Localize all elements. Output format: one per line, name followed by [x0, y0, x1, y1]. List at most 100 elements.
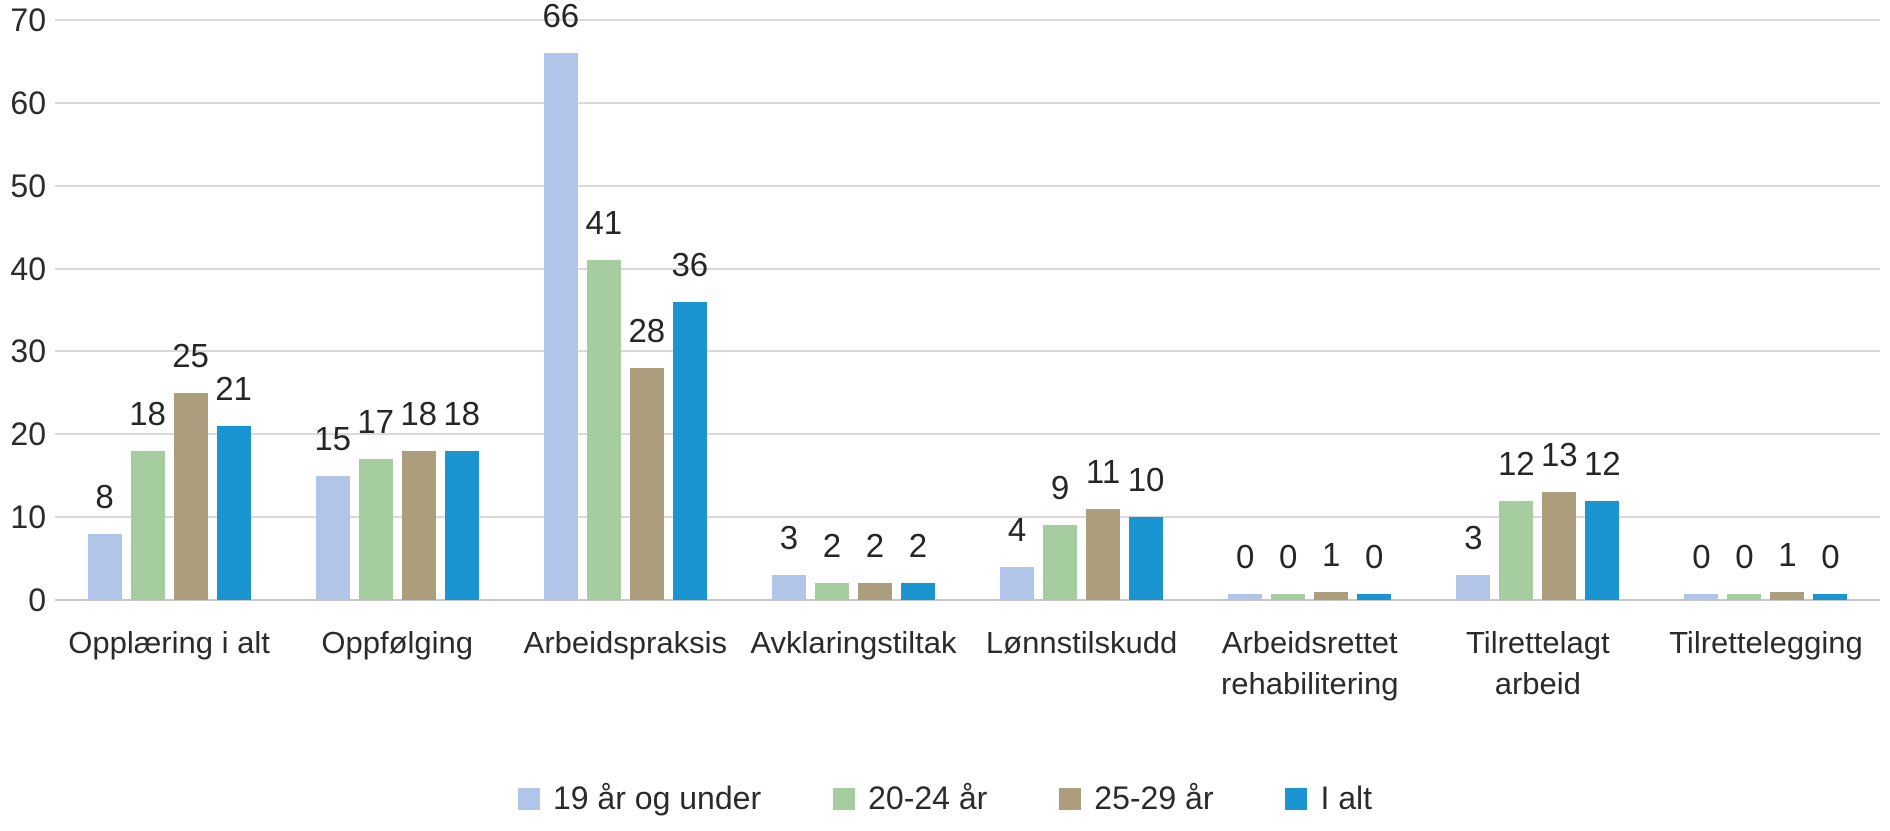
bar-value-label: 0 — [1821, 538, 1840, 575]
y-axis-tick-label: 70 — [10, 2, 46, 38]
bar-value-label: 17 — [357, 403, 395, 441]
bar-value-label: 2 — [908, 527, 928, 565]
bar-value-label: 21 — [215, 370, 252, 407]
bar — [1086, 508, 1121, 600]
y-axis-tick-label: 10 — [10, 499, 46, 536]
bar-value-label: 13 — [1540, 436, 1578, 474]
bar-value-label: 15 — [314, 419, 352, 457]
bar — [900, 583, 935, 600]
bar-value-label: 3 — [779, 519, 799, 557]
bar — [586, 260, 621, 600]
y-axis-tick-label: 50 — [10, 167, 46, 204]
bar-value-label: 4 — [1007, 510, 1027, 548]
bar — [1499, 500, 1534, 600]
bar — [216, 426, 251, 600]
bar — [401, 450, 436, 600]
bar — [1357, 594, 1392, 600]
bar-value-label: 2 — [865, 527, 885, 565]
bar — [814, 583, 849, 600]
bar-value-label: 12 — [1497, 444, 1535, 482]
y-axis-tick-label: 60 — [10, 84, 46, 121]
bar — [1727, 594, 1762, 600]
x-axis-category-label: Arbeidsrettet rehabilitering — [1220, 625, 1399, 701]
legend-swatch-icon — [1059, 787, 1082, 810]
bar — [771, 575, 806, 600]
x-axis-line — [55, 599, 1880, 601]
legend-label: 19 år og under — [552, 780, 762, 816]
bar-value-label: 8 — [95, 477, 114, 515]
gridline — [55, 184, 1880, 187]
bar-value-label: 12 — [1583, 444, 1621, 482]
bar-value-label: 11 — [1085, 452, 1121, 490]
legend-item: 19 år og under — [517, 780, 762, 817]
gridline — [55, 433, 1880, 436]
bar-value-label: 18 — [129, 394, 166, 432]
bar — [672, 301, 707, 600]
x-axis-category-label: Tilrettelagt arbeid — [1466, 625, 1610, 701]
bar — [315, 475, 350, 600]
bar — [1271, 594, 1306, 600]
bar — [173, 392, 208, 600]
x-axis-category-label: Lønnstilskudd — [985, 625, 1178, 660]
gridline — [55, 19, 1880, 21]
bar-value-label: 36 — [671, 245, 709, 283]
legend-label: 25-29 år — [1094, 780, 1214, 816]
bar — [857, 583, 892, 600]
bar — [1129, 517, 1164, 600]
y-axis-tick-label: 30 — [10, 333, 46, 370]
bar-value-label: 25 — [172, 336, 209, 374]
x-axis-category-label: Tilrettelegging — [1669, 625, 1863, 660]
legend-item: 25-29 år — [1059, 780, 1213, 817]
bar — [1585, 500, 1620, 600]
y-axis-tick-label: 0 — [28, 582, 46, 618]
bar — [1000, 566, 1035, 600]
bar-value-label: 18 — [400, 394, 438, 432]
y-axis-tick-label: 20 — [10, 416, 46, 453]
bar-value-label: 0 — [1236, 538, 1255, 575]
legend-swatch-icon — [1285, 787, 1308, 810]
bar-value-label: 0 — [1735, 538, 1754, 575]
bar-value-label: 18 — [443, 394, 481, 432]
legend-item: 20-24 år — [833, 780, 987, 817]
x-axis-category-label: Opplæring i alt — [68, 625, 270, 660]
bar — [543, 53, 578, 600]
legend: 19 år og under 20-24 år 25-29 år I alt — [0, 780, 1890, 817]
bar-value-label: 9 — [1050, 469, 1070, 507]
bar-value-label: 10 — [1127, 461, 1165, 499]
legend-swatch-icon — [517, 787, 540, 810]
gridline — [55, 101, 1880, 104]
bar — [1314, 591, 1349, 600]
bar-value-label: 28 — [628, 312, 666, 349]
bar-value-label: 41 — [585, 204, 623, 242]
bar — [130, 450, 165, 600]
bar — [1228, 594, 1263, 600]
x-axis-category-label: Oppfølging — [321, 625, 473, 660]
y-axis-tick-label: 40 — [10, 250, 46, 287]
x-axis-category-label: Arbeidspraksis — [523, 625, 727, 660]
gridline — [55, 267, 1880, 270]
bar-value-label: 1 — [1322, 535, 1341, 573]
x-axis-category-label: Avklaringstiltak — [750, 625, 957, 660]
legend-item: I alt — [1285, 780, 1372, 817]
legend-swatch-icon — [833, 787, 856, 810]
bar — [629, 368, 664, 600]
bar-value-label: 3 — [1464, 519, 1483, 557]
bar-value-label: 0 — [1692, 538, 1711, 575]
gridline — [55, 350, 1880, 353]
bar — [1813, 594, 1848, 600]
bar-value-label: 2 — [822, 527, 842, 565]
legend-label: I alt — [1320, 780, 1373, 816]
bar — [1542, 492, 1577, 600]
bar — [444, 450, 479, 600]
bar-value-label: 66 — [542, 0, 580, 35]
bar — [358, 459, 393, 600]
bar — [1456, 575, 1491, 600]
gridline — [55, 516, 1880, 519]
bar — [1770, 591, 1805, 600]
bar-value-label: 1 — [1778, 535, 1797, 573]
bar-value-label: 0 — [1279, 538, 1298, 575]
legend-label: 20-24 år — [868, 780, 988, 816]
bar — [1043, 525, 1078, 600]
bar-value-label: 0 — [1365, 538, 1384, 575]
